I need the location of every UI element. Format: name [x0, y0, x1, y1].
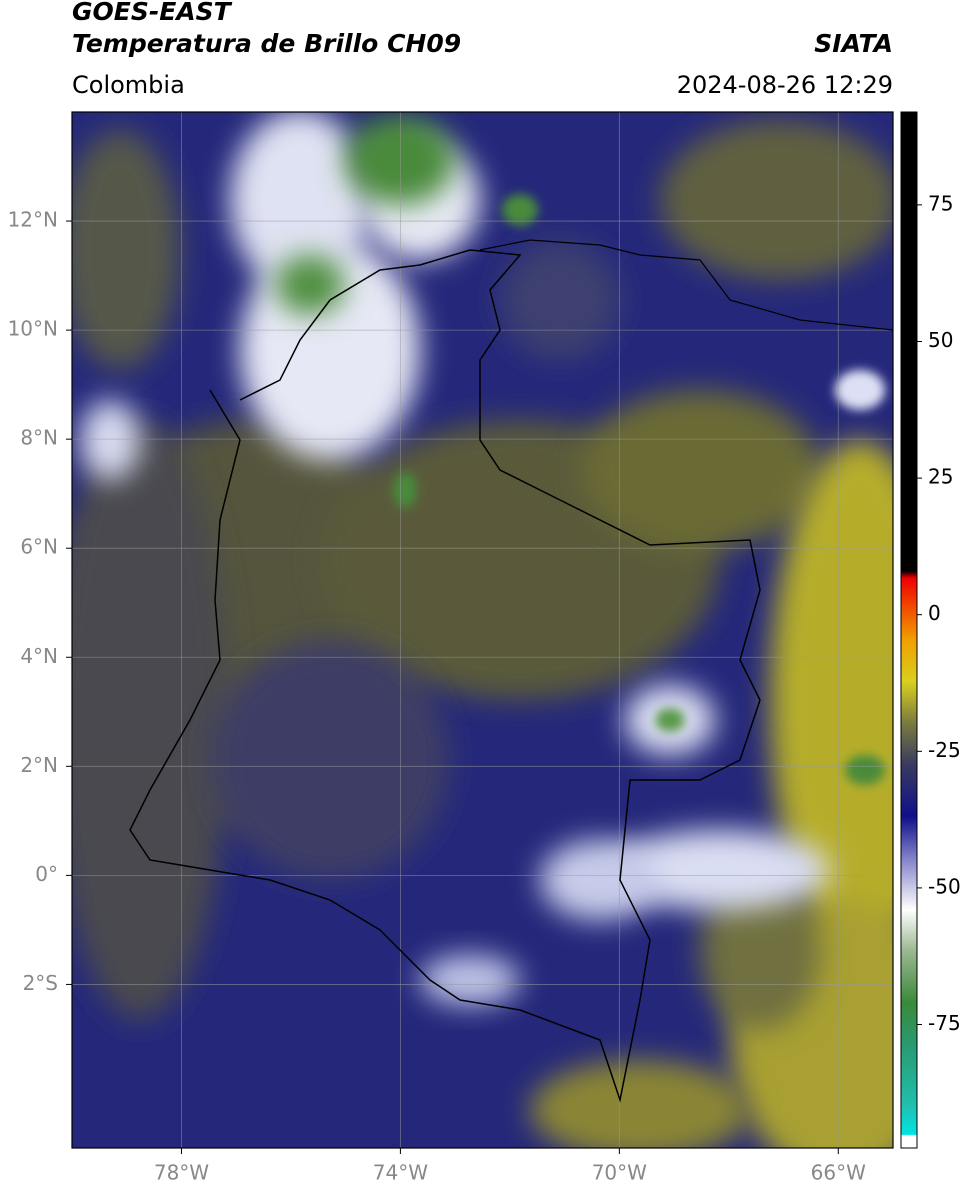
cloud-field: [835, 370, 885, 410]
y-tick-label: 12°N: [8, 208, 58, 232]
satellite-image: [72, 112, 893, 1148]
cloud-field: [845, 755, 885, 785]
cloud-field: [660, 120, 893, 280]
colorbar-tick-label: -50: [928, 874, 961, 898]
colorbar: [900, 111, 918, 1149]
cloud-field: [210, 640, 450, 880]
colorbar-tick-label: 75: [928, 191, 953, 215]
cloud-field: [72, 130, 180, 370]
cloud-field: [610, 830, 830, 910]
cloud-field: [230, 112, 370, 290]
cloud-field: [393, 472, 417, 508]
map-frame: [71, 111, 894, 1149]
colorbar-tick-label: 0: [928, 601, 941, 625]
x-tick-label: 70°W: [592, 1161, 647, 1185]
colorbar-tick-label: -75: [928, 1011, 961, 1035]
source: SIATA: [814, 29, 893, 58]
y-tick-label: 4°N: [20, 644, 58, 668]
x-tick-label: 74°W: [373, 1161, 428, 1185]
coastline: [479, 239, 894, 331]
cloud-field: [275, 255, 345, 315]
y-tick-label: 0°: [35, 862, 58, 886]
cloud-field: [580, 390, 820, 550]
title: GOES-EAST: [72, 0, 233, 26]
colorbar-tick-label: -25: [928, 738, 961, 762]
cloud-field: [502, 194, 538, 226]
cloud-field: [80, 400, 140, 480]
cloud-field: [540, 840, 660, 920]
colorbar-ticks: 75 50 25 0 -25 -50 -75: [917, 191, 961, 1035]
datetime: 2024-08-26 12:29: [677, 71, 893, 99]
region: Colombia: [72, 71, 185, 99]
cloud-field: [700, 870, 820, 1030]
subtitle: Temperatura de Brillo CH09: [72, 29, 461, 58]
cloud-field: [420, 955, 520, 1005]
colorbar-tick-label: 50: [928, 328, 953, 352]
y-tick-label: 6°N: [20, 535, 58, 559]
country-border: [129, 249, 761, 1103]
y-tick-label: 2°N: [20, 753, 58, 777]
x-tick-label: 78°W: [154, 1161, 209, 1185]
y-tick-label: 2°S: [23, 971, 58, 995]
cloud-field: [72, 420, 230, 1020]
y-tick-label: 8°N: [20, 426, 58, 450]
grid: 78°W 74°W 70°W 66°W 12°N 10°N 8°N 6°N 4°N 2°N 0° 2°…: [8, 112, 893, 1185]
colorbar-tick-label: 25: [928, 465, 953, 489]
x-tick-label: 66°W: [811, 1161, 866, 1185]
y-tick-label: 10°N: [8, 317, 58, 341]
cloud-field: [655, 708, 685, 732]
cloud-field: [530, 1060, 750, 1148]
cloud-field: [770, 440, 893, 960]
